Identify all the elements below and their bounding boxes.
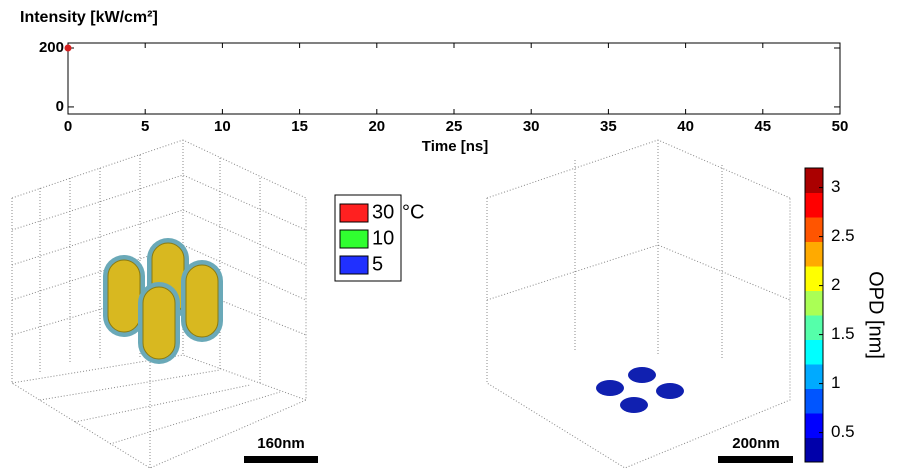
colorbar-tick-label: 1.5: [831, 324, 855, 343]
right-3d-box: [486, 139, 791, 469]
colorbar-band: [805, 241, 823, 267]
colorbar-tick-label: 1: [831, 373, 840, 392]
colorbar-tick-label: 2.5: [831, 226, 855, 245]
colorbar-band: [805, 413, 823, 438]
x-axis-label: Time [ns]: [422, 138, 488, 155]
x-tick-label: 40: [677, 118, 694, 135]
scale-bar: [244, 456, 318, 463]
colorbar-band: [805, 192, 823, 218]
colorbar-tick-label: 2: [831, 275, 840, 294]
legend-swatch: [339, 229, 369, 249]
colorbar-band: [805, 315, 823, 340]
legend-label: 5: [372, 253, 383, 275]
legend-swatch: [339, 255, 369, 275]
x-tick-label: 15: [291, 118, 308, 135]
colorbar-band: [805, 339, 823, 365]
colorbar-frame: [804, 167, 824, 463]
legend-swatch: [339, 203, 369, 223]
x-tick-label: 5: [141, 118, 149, 135]
colorbar-band: [805, 168, 823, 193]
data-point: [64, 44, 72, 52]
colorbar-band: [805, 290, 823, 316]
x-tick-label: 0: [64, 118, 72, 135]
x-tick-label: 35: [600, 118, 617, 135]
x-tick-label: 25: [446, 118, 463, 135]
x-tick-label: 30: [523, 118, 540, 135]
x-tick-label: 10: [214, 118, 231, 135]
colorbar-tick-label: 3: [831, 177, 840, 196]
scale-bar: [718, 456, 793, 463]
opd-blobs: [596, 367, 684, 413]
legend-label: 30: [372, 201, 394, 223]
colorbar-band: [805, 437, 823, 463]
legend-label: 10: [372, 227, 394, 249]
plot-frame: [67, 42, 841, 115]
colorbar-tick-label: 0.5: [831, 422, 855, 441]
scale-bar-label: 200nm: [732, 435, 780, 452]
legend-unit: °C: [402, 201, 424, 223]
x-tick-label: 45: [754, 118, 771, 135]
colorbar-band: [805, 266, 823, 291]
colorbar-band: [805, 388, 823, 414]
y-tick-label: 200: [39, 39, 64, 56]
scale-bar-label: 160nm: [257, 435, 305, 452]
chart-title: Intensity [kW/cm²]: [20, 9, 158, 26]
y-tick-label: 0: [56, 98, 64, 115]
colorbar-band: [805, 217, 823, 242]
x-tick-label: 20: [368, 118, 385, 135]
x-tick-label: 50: [832, 118, 849, 135]
colorbar-label: OPD [nm]: [865, 271, 887, 359]
colorbar-band: [805, 364, 823, 389]
nanorods: [103, 238, 223, 364]
